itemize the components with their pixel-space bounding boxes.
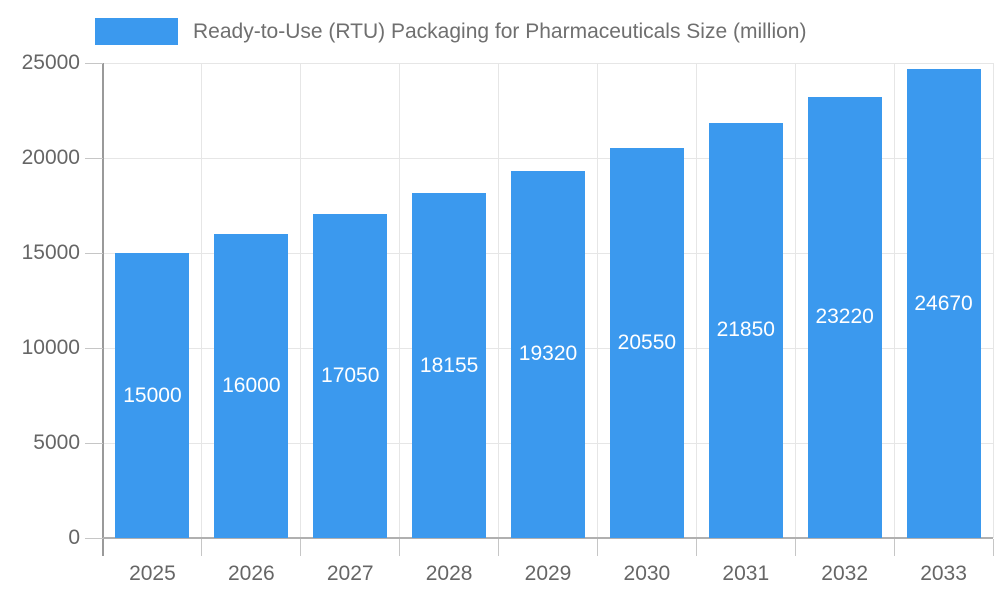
bar[interactable]: 15000 [115, 253, 190, 538]
x-axis-label: 2026 [227, 562, 275, 585]
x-axis-label: 2031 [722, 562, 770, 585]
gridline-horizontal [103, 63, 993, 64]
gridline-vertical [201, 63, 203, 538]
bar-value-label: 24670 [914, 291, 973, 315]
x-axis-label: 2033 [920, 562, 967, 585]
bar[interactable]: 24670 [906, 69, 981, 538]
gridline-vertical [695, 63, 697, 538]
y-axis-label: 5000 [33, 431, 80, 454]
y-axis-tick [85, 158, 103, 159]
x-axis-label: 2025 [129, 562, 176, 585]
x-axis-label: 2032 [821, 562, 869, 585]
y-axis-tick [85, 63, 103, 64]
chart-legend: Ready-to-Use (RTU) Packaging for Pharmac… [95, 18, 806, 45]
x-axis-tick [201, 539, 203, 556]
gridline-vertical [300, 63, 302, 538]
y-axis-label: 15000 [21, 241, 80, 264]
y-axis-label: 0 [68, 526, 80, 549]
x-axis-line [103, 537, 993, 539]
bar-value-label: 15000 [123, 383, 182, 407]
gridline-vertical [992, 63, 994, 538]
bar-value-label: 16000 [222, 374, 281, 397]
x-axis-tick [498, 539, 500, 556]
gridline-vertical [399, 63, 401, 538]
x-axis-tick [695, 539, 697, 556]
bar[interactable]: 23220 [807, 96, 882, 538]
bar-value-label: 17050 [321, 364, 380, 388]
chart-title: Ready-to-Use (RTU) Packaging for Pharmac… [193, 19, 807, 43]
y-axis-label: 20000 [21, 146, 80, 169]
gridline-horizontal [103, 158, 993, 159]
bar[interactable]: 17050 [313, 214, 388, 538]
bar[interactable]: 21850 [708, 122, 783, 538]
x-axis-tick [992, 539, 994, 556]
gridline-vertical [498, 63, 500, 538]
bar[interactable]: 16000 [214, 234, 289, 538]
bar-value-label: 19320 [518, 342, 578, 366]
x-axis-tick [893, 539, 895, 556]
bar[interactable]: 19320 [511, 170, 585, 538]
bar-value-label: 20550 [617, 330, 677, 354]
x-axis-tick [794, 539, 796, 556]
x-axis-label: 2030 [623, 562, 671, 585]
bar-value-label: 23220 [815, 305, 874, 329]
y-axis-tick [85, 348, 103, 349]
y-axis-label: 25000 [21, 51, 80, 74]
gridline-vertical [596, 63, 598, 538]
x-axis-label: 2029 [524, 562, 572, 585]
y-axis-label: 10000 [21, 336, 80, 359]
bar[interactable]: 20550 [609, 147, 684, 538]
x-axis-label: 2028 [425, 562, 473, 585]
x-axis-tick [300, 539, 302, 556]
y-axis-tick [85, 253, 103, 254]
legend-swatch [95, 18, 178, 45]
y-axis-line [102, 63, 104, 556]
bar[interactable]: 18155 [412, 193, 487, 538]
x-axis-label: 2027 [326, 562, 374, 585]
bar-value-label: 21850 [716, 318, 775, 342]
y-axis-tick [85, 538, 103, 539]
x-axis-tick [399, 539, 401, 556]
gridline-vertical [893, 63, 895, 538]
y-axis-tick [85, 443, 103, 444]
x-axis-tick [596, 539, 598, 556]
bar-value-label: 18155 [419, 353, 479, 377]
gridline-vertical [794, 63, 796, 538]
